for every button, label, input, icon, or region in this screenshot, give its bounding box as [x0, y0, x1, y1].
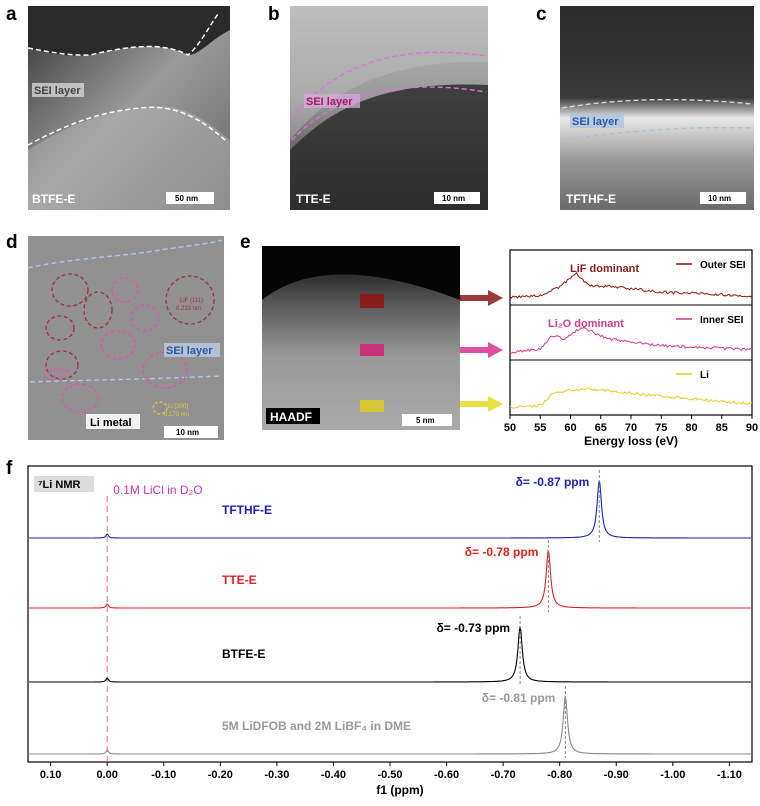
- nmr-spectrum: [29, 626, 751, 683]
- eels-xtick-label: 50: [504, 422, 516, 434]
- nmr-xtick-label: 0.00: [96, 769, 117, 781]
- eels-xlabel: Energy loss (eV): [584, 434, 678, 448]
- eels-xtick-label: 90: [746, 422, 758, 434]
- eels-xtick-label: 65: [595, 422, 607, 434]
- panel-c-image: SEI layer TFTHF-E 10 nm: [560, 6, 754, 210]
- nmr-tag: ⁷Li NMR: [38, 479, 80, 491]
- nmr-xtick-label: -0.90: [604, 769, 629, 781]
- eels-annotation: Li₂O dominant: [548, 318, 624, 330]
- panel-e-letter: e: [240, 232, 251, 253]
- nmr-xtick-label: -0.50: [377, 769, 402, 781]
- nmr-shift-label: δ= -0.78 ppm: [465, 545, 539, 559]
- nmr-xtick-label: -0.70: [491, 769, 516, 781]
- panel-a-scale: 50 nm: [175, 194, 198, 203]
- panel-e-scale: 5 nm: [416, 416, 435, 425]
- nmr-xtick-label: -0.60: [434, 769, 459, 781]
- panel-c-letter: c: [536, 4, 547, 25]
- nmr-shift-label: δ= -0.87 ppm: [516, 475, 590, 489]
- panel-e-haadf: HAADF: [270, 410, 312, 424]
- nmr-series-name: TTE-E: [222, 573, 257, 587]
- panel-d-li-label-2: 0.173 nm: [164, 412, 189, 418]
- panel-b-letter: b: [268, 4, 280, 25]
- nmr-plot: ⁷Li NMR 0.1M LiCl in D₂O TFTHF-E δ= -0.87 p…: [27, 465, 753, 797]
- nmr-xtick-label: 0.10: [40, 769, 61, 781]
- panel-d-li-label-1: Li (200): [168, 404, 188, 410]
- eels-plot: Outer SEI LiF dominant Inner SEI Li₂O domin…: [504, 249, 758, 448]
- panel-b-scale: 10 nm: [442, 194, 465, 203]
- nmr-spectrum: [29, 549, 751, 609]
- nmr-shift-label: δ= -0.81 ppm: [482, 691, 556, 705]
- nmr-xtick-label: -1.10: [717, 769, 742, 781]
- panel-a-sample: BTFE-E: [32, 192, 75, 206]
- panel-e-image: HAADF 5 nm: [262, 246, 460, 430]
- panel-a-image: SEI layer BTFE-E 50 nm: [27, 6, 230, 210]
- eels-series-line: [509, 326, 753, 354]
- eels-xtick-label: 60: [564, 422, 576, 434]
- panel-a-letter: a: [6, 4, 17, 25]
- panel-c-sample: TFTHF-E: [566, 192, 616, 206]
- panel-f-letter: f: [6, 458, 13, 479]
- nmr-xtick-label: -0.20: [208, 769, 233, 781]
- panel-d-lif-label-1: LiF (111): [180, 298, 203, 304]
- eels-xtick-label: 80: [685, 422, 697, 434]
- panel-d-li2o-label-2: 0.27 nm: [44, 376, 66, 382]
- nmr-xtick-label: -1.00: [660, 769, 685, 781]
- panel-d-li2o-label-1: Li₂O (111): [44, 368, 70, 374]
- eels-series-line: [509, 387, 753, 409]
- nmr-xlabel: f1 (ppm): [376, 783, 423, 797]
- eels-legend-label: Inner SEI: [700, 315, 744, 326]
- panel-d-scale: 10 nm: [176, 428, 199, 437]
- panel-e-arrows: [460, 290, 503, 412]
- panel-b-sei-label: SEI layer: [306, 96, 353, 108]
- nmr-xtick-label: -0.30: [264, 769, 289, 781]
- panel-d-lif-label-2: 0.233 nm: [176, 306, 201, 312]
- nmr-shift-label: δ= -0.73 ppm: [436, 621, 510, 635]
- nmr-tag-box: [34, 476, 94, 492]
- panel-d-metal-label: Li metal: [90, 417, 132, 429]
- panel-b-image: SEI layer TTE-E 10 nm: [290, 6, 488, 210]
- panel-c-scale: 10 nm: [708, 194, 731, 203]
- nmr-xtick-label: -0.80: [547, 769, 572, 781]
- nmr-spectrum: [29, 480, 751, 539]
- panel-d-sei-label: SEI layer: [166, 345, 213, 357]
- eels-annotation: LiF dominant: [570, 263, 639, 275]
- panel-a-sei-label: SEI layer: [34, 85, 81, 97]
- eels-xtick-label: 85: [716, 422, 728, 434]
- nmr-series-name: 5M LiDFOB and 2M LiBF₄ in DME: [222, 719, 411, 733]
- panel-d-image: LiF (111) 0.233 nm Li₂O (111) 0.27 nm Li…: [27, 236, 224, 440]
- nmr-xtick-label: -0.40: [321, 769, 346, 781]
- panel-c-sei-label: SEI layer: [572, 116, 619, 128]
- eels-legend-label: Outer SEI: [700, 260, 746, 271]
- eels-xtick-label: 75: [655, 422, 667, 434]
- nmr-series-name: TFTHF-E: [222, 503, 272, 517]
- nmr-reference-label: 0.1M LiCl in D₂O: [113, 483, 202, 497]
- eels-series-line: [509, 271, 753, 299]
- eels-xtick-label: 55: [534, 422, 546, 434]
- eels-legend-label: Li: [700, 370, 709, 381]
- panel-d-letter: d: [6, 232, 18, 253]
- nmr-spectrum: [29, 696, 751, 755]
- nmr-xtick-label: -0.10: [151, 769, 176, 781]
- nmr-series-name: BTFE-E: [222, 647, 265, 661]
- eels-xtick-label: 70: [625, 422, 637, 434]
- panel-b-sample: TTE-E: [296, 192, 331, 206]
